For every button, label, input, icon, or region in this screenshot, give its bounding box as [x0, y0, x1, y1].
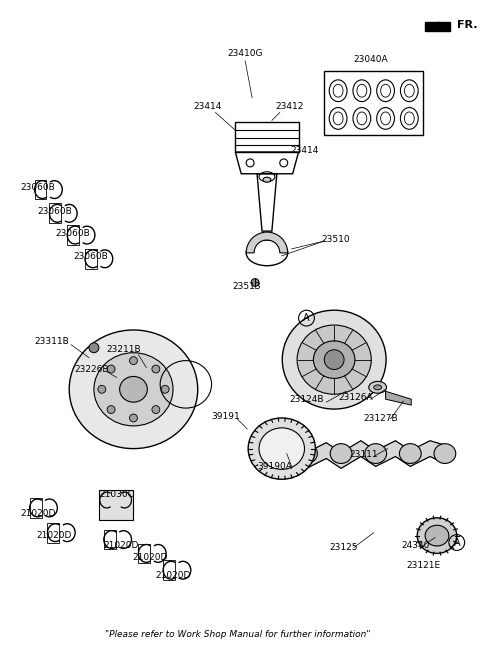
- Circle shape: [107, 405, 115, 413]
- Text: 23513: 23513: [233, 282, 262, 291]
- Text: 39190A: 39190A: [257, 462, 292, 471]
- Polygon shape: [385, 391, 411, 405]
- Ellipse shape: [330, 443, 352, 463]
- Text: 23060B: 23060B: [73, 253, 108, 261]
- Text: 24340: 24340: [401, 541, 430, 550]
- Ellipse shape: [69, 330, 198, 449]
- Text: 23111: 23111: [349, 450, 378, 459]
- Circle shape: [107, 365, 115, 373]
- Circle shape: [130, 357, 137, 365]
- Bar: [324, 71, 423, 135]
- Bar: [35, 180, 47, 199]
- Polygon shape: [425, 22, 450, 31]
- Text: 23060B: 23060B: [56, 228, 91, 237]
- Ellipse shape: [374, 385, 382, 390]
- Bar: [67, 225, 79, 245]
- Ellipse shape: [263, 177, 271, 182]
- Text: 23126A: 23126A: [338, 393, 373, 401]
- Circle shape: [161, 385, 169, 393]
- Text: 23510: 23510: [322, 234, 350, 243]
- Ellipse shape: [259, 428, 304, 470]
- Ellipse shape: [282, 310, 386, 409]
- Bar: [104, 529, 116, 550]
- Bar: [138, 544, 150, 564]
- Circle shape: [251, 279, 259, 287]
- Text: A: A: [454, 537, 460, 548]
- Circle shape: [89, 343, 99, 353]
- Text: 23060B: 23060B: [20, 183, 55, 192]
- Text: 39191: 39191: [211, 413, 240, 422]
- Text: 23124B: 23124B: [289, 395, 324, 403]
- Ellipse shape: [296, 443, 317, 463]
- Circle shape: [152, 365, 160, 373]
- Text: 21020D: 21020D: [36, 531, 72, 540]
- Ellipse shape: [417, 518, 457, 554]
- Bar: [163, 560, 175, 580]
- Text: 23040A: 23040A: [353, 54, 388, 64]
- Text: 21020D: 21020D: [20, 509, 55, 518]
- Text: 23125: 23125: [330, 543, 358, 552]
- Text: 21020D: 21020D: [156, 571, 191, 580]
- Text: 23412: 23412: [276, 102, 304, 111]
- Ellipse shape: [94, 353, 173, 426]
- Circle shape: [152, 405, 160, 413]
- Text: 23121E: 23121E: [406, 561, 440, 570]
- Bar: [85, 249, 97, 269]
- Bar: [99, 490, 133, 520]
- Text: 23060B: 23060B: [37, 207, 72, 216]
- Ellipse shape: [434, 443, 456, 463]
- Circle shape: [324, 350, 344, 369]
- Bar: [30, 498, 42, 518]
- Ellipse shape: [399, 443, 421, 463]
- Text: 21030C: 21030C: [99, 489, 134, 499]
- Wedge shape: [246, 232, 288, 253]
- Text: 23414: 23414: [193, 102, 222, 111]
- Ellipse shape: [365, 443, 386, 463]
- Ellipse shape: [313, 341, 355, 379]
- Text: 23211B: 23211B: [106, 345, 141, 354]
- Ellipse shape: [120, 377, 147, 402]
- Text: 23311B: 23311B: [34, 337, 69, 346]
- Text: 21020D: 21020D: [132, 553, 168, 562]
- Text: 23410G: 23410G: [228, 49, 263, 58]
- Text: A: A: [303, 313, 310, 323]
- Polygon shape: [287, 441, 450, 468]
- Ellipse shape: [369, 381, 386, 393]
- Bar: [48, 523, 60, 543]
- Circle shape: [130, 414, 137, 422]
- Bar: [49, 203, 61, 223]
- Text: FR.: FR.: [457, 20, 477, 30]
- Text: 21020D: 21020D: [103, 541, 138, 550]
- Text: 23414: 23414: [290, 146, 319, 155]
- Circle shape: [98, 385, 106, 393]
- Text: "Please refer to Work Shop Manual for further information": "Please refer to Work Shop Manual for fu…: [105, 630, 370, 639]
- Ellipse shape: [297, 325, 371, 394]
- Text: 23226B: 23226B: [75, 365, 109, 374]
- Text: 23127B: 23127B: [363, 415, 398, 424]
- Ellipse shape: [425, 525, 449, 546]
- Ellipse shape: [248, 418, 315, 480]
- Bar: [235, 123, 299, 152]
